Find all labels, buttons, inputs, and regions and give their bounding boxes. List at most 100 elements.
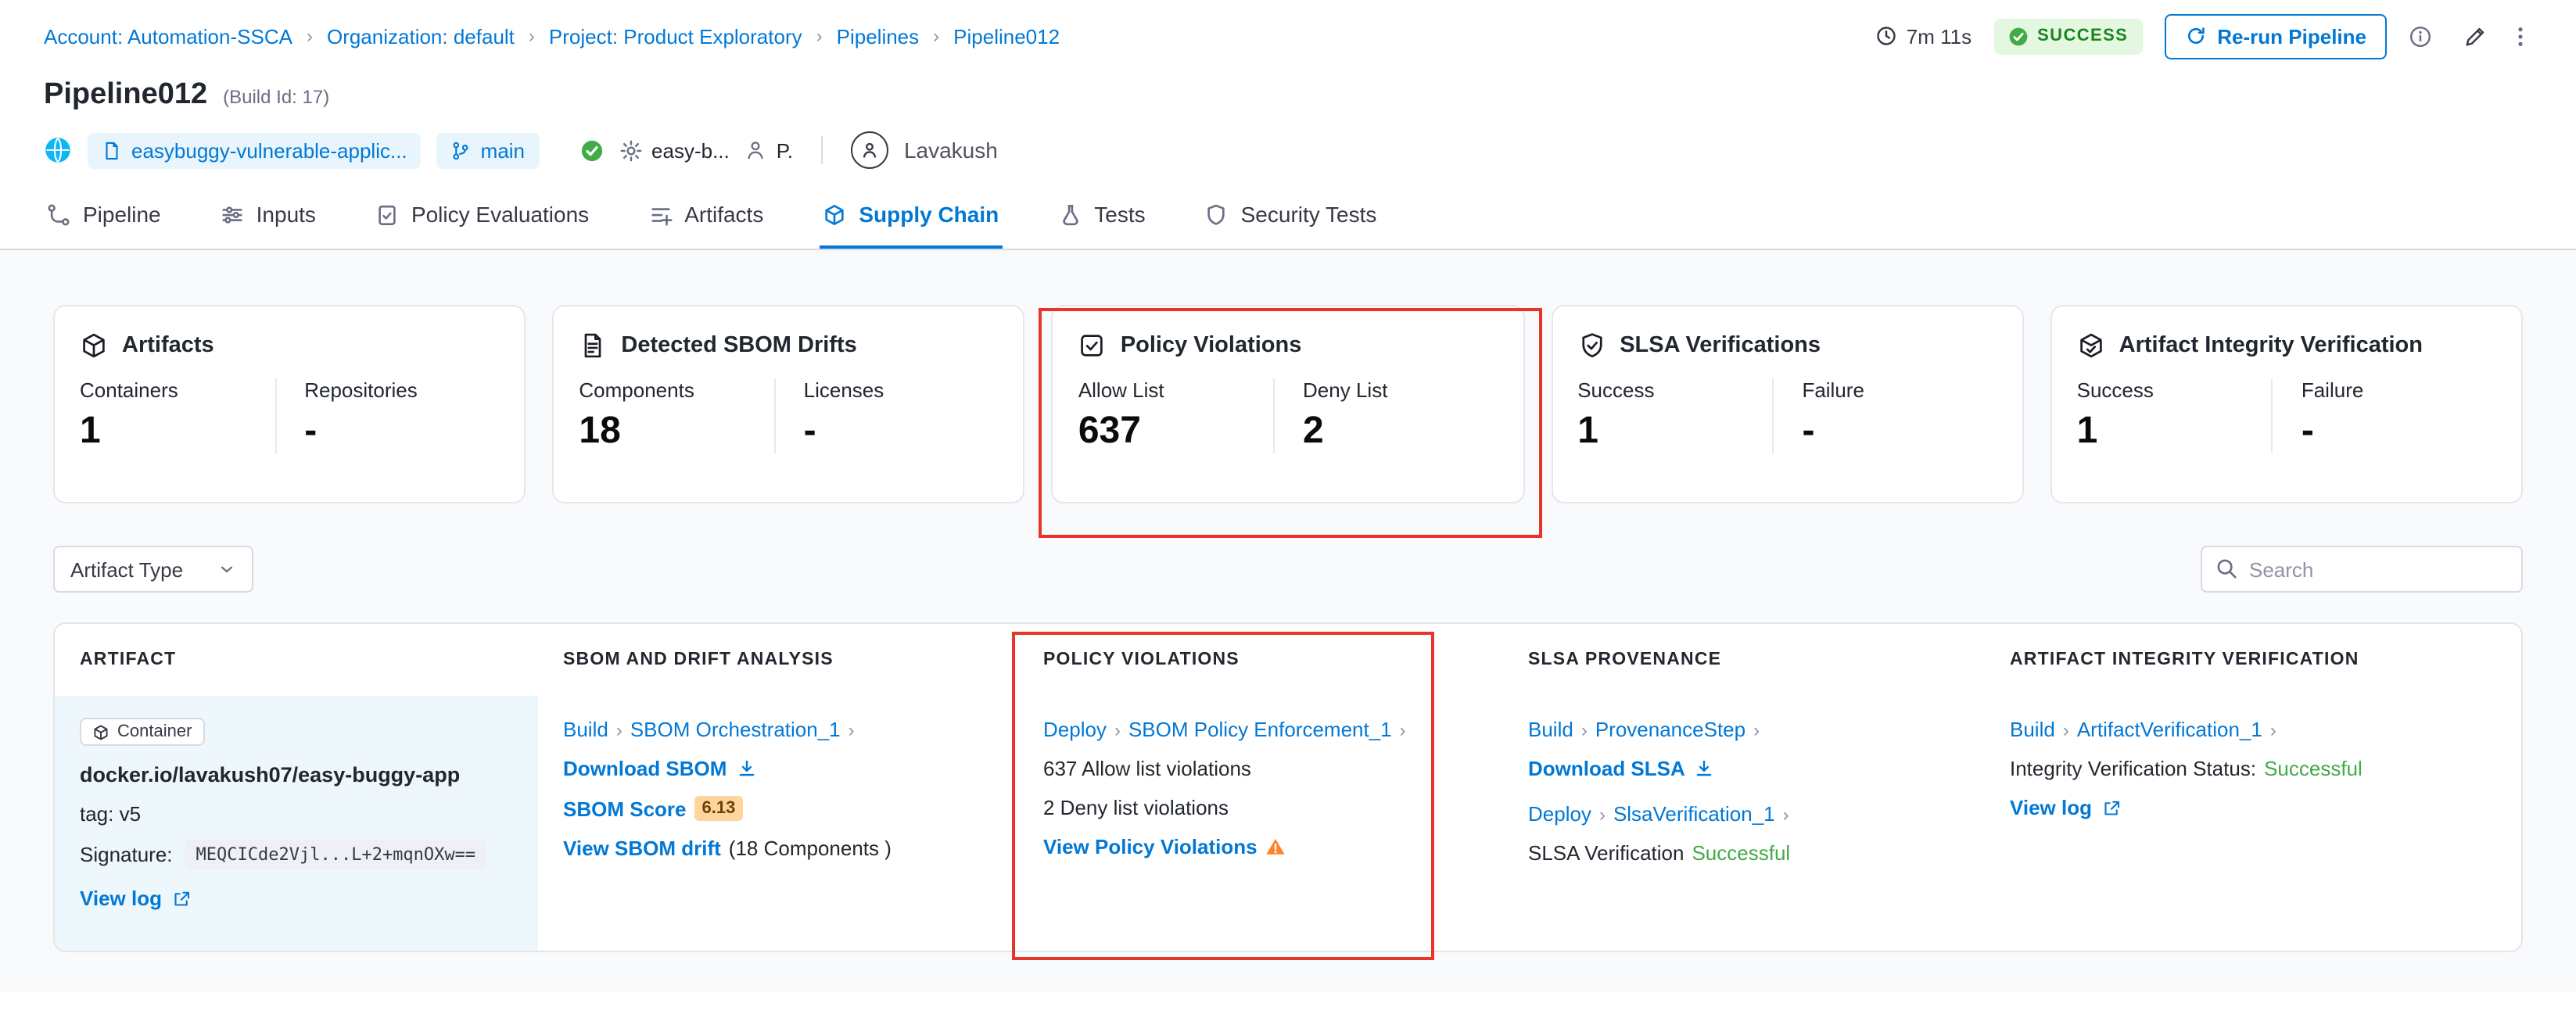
- breadcrumb-project[interactable]: Project: Product Exploratory: [548, 24, 802, 48]
- environment-name: P.: [776, 138, 793, 162]
- page-title: Pipeline012: [44, 78, 208, 111]
- slsa-verification-step-link[interactable]: SlsaVerification_1: [1613, 802, 1775, 826]
- slsa-stage-link[interactable]: Build: [1528, 718, 1573, 741]
- tab-artifacts[interactable]: Artifacts: [645, 185, 766, 249]
- artifacts-cube-icon: [83, 333, 105, 358]
- slsa-provenance-step-link[interactable]: ProvenanceStep: [1595, 718, 1746, 741]
- metric-value: 637: [1078, 410, 1141, 452]
- pipeline-icon: [48, 203, 70, 225]
- tab-tests[interactable]: Tests: [1055, 185, 1148, 249]
- search-input[interactable]: [2201, 546, 2523, 593]
- top-bar: Account: Automation-SSCA › Organization:…: [0, 0, 2576, 72]
- artifacts-icon: [651, 207, 672, 225]
- view-policy-violations-link[interactable]: View Policy Violations: [1043, 835, 1258, 858]
- card-title: Artifacts: [122, 333, 214, 358]
- sbom-stage-link[interactable]: Build: [563, 718, 608, 741]
- breadcrumb-separator: ›: [816, 25, 823, 47]
- metric-label: Failure: [2301, 378, 2364, 402]
- metric-value: -: [304, 410, 318, 452]
- artifacts-table: ARTIFACT SBOM AND DRIFT ANALYSIS POLICY …: [53, 622, 2523, 952]
- more-options-icon[interactable]: [2509, 24, 2532, 48]
- metric-label: Success: [2076, 378, 2154, 402]
- status-text: SUCCESS: [2037, 27, 2129, 45]
- tab-inputs[interactable]: Inputs: [217, 185, 319, 249]
- artifact-image-name: docker.io/lavakush07/easy-buggy-app: [80, 763, 461, 787]
- breadcrumb-organization[interactable]: Organization: default: [326, 24, 515, 48]
- card-title: Artifact Integrity Verification: [2119, 333, 2423, 358]
- chevron-separator: ›: [2269, 718, 2276, 740]
- external-link-icon: [2104, 800, 2119, 815]
- integrity-view-log-link[interactable]: View log: [2010, 796, 2120, 819]
- integrity-step-link[interactable]: ArtifactVerification_1: [2076, 718, 2262, 741]
- tab-pipeline[interactable]: Pipeline: [44, 185, 164, 249]
- policy-evaluations-icon: [379, 204, 396, 224]
- sbom-step-link[interactable]: SBOM Orchestration_1: [630, 718, 841, 741]
- branch-chip[interactable]: main: [436, 132, 540, 168]
- breadcrumb-pipelines[interactable]: Pipelines: [836, 24, 920, 48]
- metric-label: Repositories: [304, 378, 418, 402]
- metric-value: -: [2301, 410, 2314, 452]
- integrity-cube-icon: [2079, 333, 2102, 358]
- sbom-cell: Build › SBOM Orchestration_1 › Download …: [538, 696, 1018, 951]
- inputs-icon: [222, 206, 242, 223]
- policy-violations-cell: Deploy › SBOM Policy Enforcement_1 › 637…: [1018, 696, 1503, 951]
- status-badge: SUCCESS: [1993, 18, 2143, 54]
- user-avatar: [850, 131, 888, 169]
- deny-list-violations: 2 Deny list violations: [1043, 796, 1229, 819]
- artifact-view-log-link[interactable]: View log: [80, 887, 190, 910]
- user-icon: [863, 142, 877, 158]
- sbom-score-link[interactable]: SBOM Score: [563, 797, 687, 820]
- allow-list-violations: 637 Allow list violations: [1043, 757, 1251, 780]
- build-id: (Build Id: 17): [223, 86, 330, 108]
- tests-icon: [1062, 204, 1078, 225]
- card-sbom-drifts: Detected SBOM Drifts Components 18 Licens…: [552, 305, 1025, 503]
- tab-label: Pipeline: [83, 202, 161, 227]
- search-icon: [2217, 559, 2237, 579]
- tab-supply-chain[interactable]: Supply Chain: [820, 185, 1003, 249]
- integrity-stage-link[interactable]: Build: [2010, 718, 2055, 741]
- metric-value: 18: [579, 410, 621, 452]
- slsa-verify-stage-link[interactable]: Deploy: [1528, 802, 1591, 826]
- edit-pencil-icon[interactable]: [2463, 24, 2487, 48]
- rerun-pipeline-button[interactable]: Re-run Pipeline: [2164, 13, 2387, 59]
- slsa-shield-icon: [1581, 333, 1602, 358]
- breadcrumb-account[interactable]: Account: Automation-SSCA: [44, 24, 292, 48]
- trigger-globe-icon: [45, 138, 70, 163]
- view-sbom-drift-link[interactable]: View SBOM drift: [563, 837, 721, 860]
- summary-cards: Artifacts Containers 1 Repositories - Dete…: [53, 305, 2524, 503]
- sbom-drift-components: (18 Components ): [728, 837, 892, 860]
- security-tests-icon: [1207, 203, 1225, 224]
- breadcrumb-pipeline012[interactable]: Pipeline012: [953, 24, 1060, 48]
- repo-name: easybuggy-vulnerable-applic...: [131, 138, 407, 162]
- metric-value: 1: [80, 410, 101, 452]
- column-header-sbom: SBOM AND DRIFT ANALYSIS: [563, 650, 834, 669]
- metric-value: 1: [1577, 410, 1598, 452]
- repo-chip[interactable]: easybuggy-vulnerable-applic...: [88, 132, 422, 168]
- warning-icon: [1265, 838, 1285, 855]
- column-header-artifact: ARTIFACT: [80, 650, 177, 669]
- info-icon[interactable]: [2409, 24, 2432, 48]
- run-duration: 7m 11s: [1875, 24, 1971, 48]
- integrity-status-label: Integrity Verification Status:: [2010, 757, 2257, 780]
- chevron-separator: ›: [2062, 718, 2069, 740]
- filter-row: Artifact Type: [53, 544, 2523, 594]
- tab-policy-evaluations[interactable]: Policy Evaluations: [372, 185, 592, 249]
- artifact-tag: tag: v5: [80, 802, 142, 826]
- metric-label: Licenses: [803, 378, 884, 402]
- service-item: easy-b...: [619, 138, 730, 162]
- column-header-integrity: ARTIFACT INTEGRITY VERIFICATION: [2010, 650, 2359, 669]
- artifact-type-dropdown[interactable]: Artifact Type: [53, 546, 253, 593]
- sbom-score-badge: 6.13: [694, 796, 744, 821]
- card-artifacts: Artifacts Containers 1 Repositories -: [53, 305, 526, 503]
- download-sbom-link[interactable]: Download SBOM: [563, 757, 756, 780]
- policy-step-link[interactable]: SBOM Policy Enforcement_1: [1128, 718, 1392, 741]
- download-slsa-link[interactable]: Download SLSA: [1528, 757, 1715, 780]
- artifact-cell: Container docker.io/lavakush07/easy-bugg…: [55, 696, 538, 951]
- tab-security-tests[interactable]: Security Tests: [1202, 185, 1380, 249]
- column-header-policy-violations: POLICY VIOLATIONS: [1043, 650, 1240, 669]
- policy-stage-link[interactable]: Deploy: [1043, 718, 1107, 741]
- chevron-separator: ›: [1598, 803, 1606, 825]
- metric-label: Components: [579, 378, 694, 402]
- slsa-verification-status: Successful: [1692, 841, 1791, 865]
